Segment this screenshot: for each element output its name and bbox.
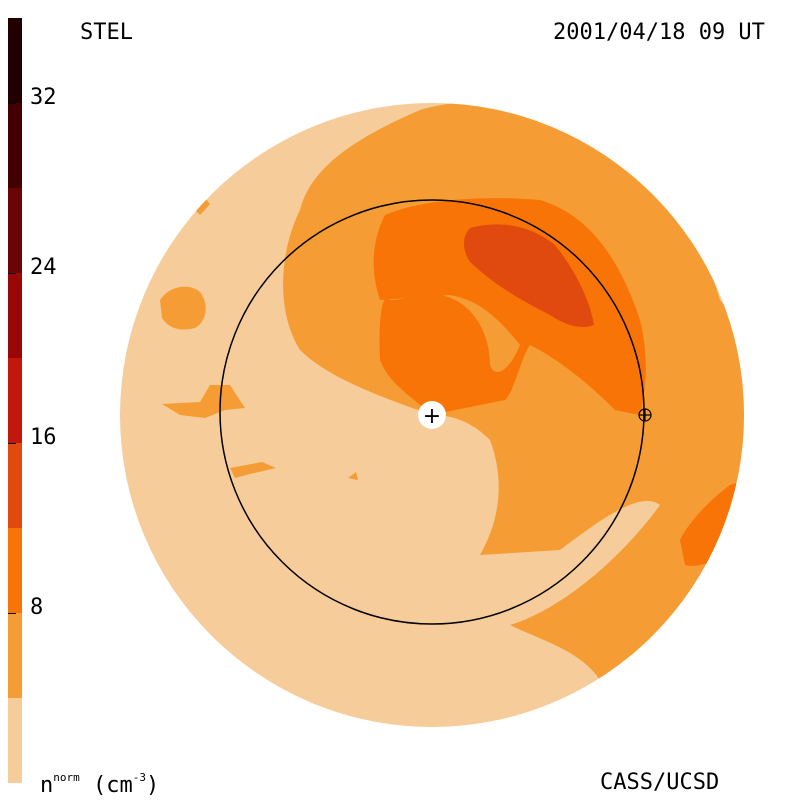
color-scale-tick-label: 24	[30, 255, 57, 280]
color-scale-tick	[8, 443, 16, 444]
density-region-level-2	[195, 198, 210, 215]
color-scale-tick	[8, 103, 16, 104]
sun-marker	[418, 401, 446, 429]
color-scale-band	[8, 613, 22, 698]
earth-orbit-circle	[219, 199, 645, 625]
color-scale-band	[8, 443, 22, 528]
sun-marker-symbol: +	[423, 404, 441, 429]
color-scale-tick	[8, 613, 16, 614]
color-scale-band	[8, 358, 22, 443]
color-scale-tick-label: 8	[30, 595, 44, 620]
quantity-symbol: n	[40, 773, 54, 798]
observatory-label: STEL	[80, 20, 133, 45]
color-scale-band	[8, 528, 22, 613]
timestamp-label: 2001/04/18 09 UT	[553, 20, 765, 45]
quantity-superscript: norm	[53, 771, 80, 784]
color-scale-band	[8, 103, 22, 188]
density-region-level-2	[348, 472, 358, 480]
color-scale-bar: 8 16 24 32	[8, 18, 57, 783]
unit-close: )	[146, 773, 160, 798]
color-scale-band	[8, 188, 22, 273]
color-scale-band	[8, 273, 22, 358]
quantity-label: nnorm (cm-3)	[40, 772, 159, 797]
color-scale-tick-label: 32	[30, 85, 57, 110]
color-scale-band	[8, 18, 22, 103]
density-region-level-4	[464, 224, 594, 327]
density-region-level-2	[160, 286, 206, 330]
density-region-level-2	[162, 385, 245, 418]
unit-exponent: -3	[132, 771, 146, 784]
unit-open: (cm	[93, 773, 133, 798]
density-region-level-3	[373, 198, 646, 415]
color-scale-band	[8, 698, 22, 783]
color-scale-tick-label: 16	[30, 425, 57, 450]
color-scale-tick	[8, 273, 16, 274]
credit-label: CASS/UCSD	[600, 770, 720, 795]
density-region-level-2	[230, 462, 276, 478]
